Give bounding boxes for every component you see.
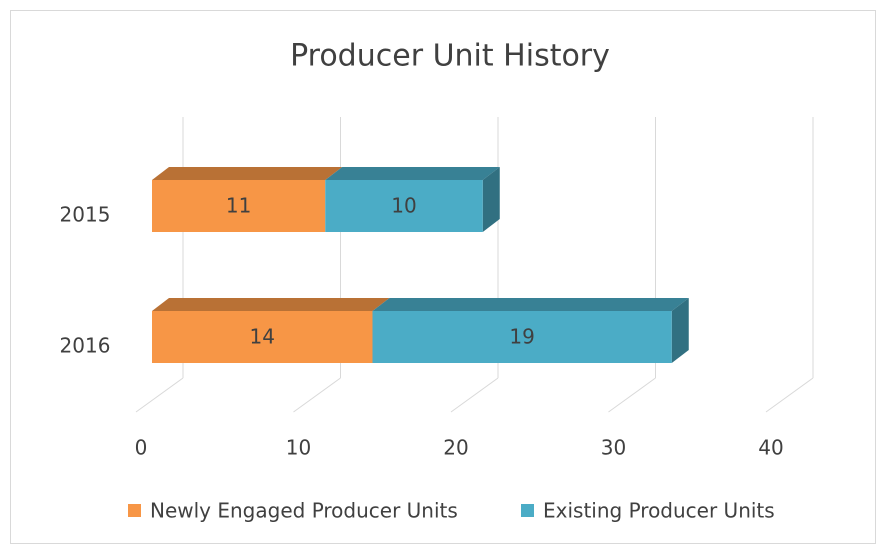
bar xyxy=(372,298,689,363)
data-label: 19 xyxy=(509,325,534,349)
bar-top xyxy=(152,167,343,180)
data-label: 11 xyxy=(226,194,251,218)
legend-swatch xyxy=(128,504,141,517)
x-tick-label: 10 xyxy=(286,436,311,460)
floor-grid-line xyxy=(608,377,656,413)
bar-top xyxy=(152,298,390,311)
bar-side xyxy=(482,167,500,232)
x-tick-label: 0 xyxy=(135,436,148,460)
chart-title: Producer Unit History xyxy=(290,39,610,74)
data-label: 14 xyxy=(250,325,275,349)
bar-top xyxy=(325,167,500,180)
legend-label: Newly Engaged Producer Units xyxy=(150,499,458,523)
x-tick-label: 30 xyxy=(601,436,626,460)
legend-swatch xyxy=(521,504,534,517)
data-label: 10 xyxy=(391,194,416,218)
bar-front xyxy=(325,180,483,232)
x-tick-label: 40 xyxy=(758,436,783,460)
floor-grid-line xyxy=(765,377,814,413)
bar-front xyxy=(152,180,326,232)
floor-grid-line xyxy=(293,377,341,413)
floor-grid-line xyxy=(135,377,184,413)
y-tick-label: 2015 xyxy=(60,203,111,227)
bar-front xyxy=(372,311,672,363)
y-tick-label: 2016 xyxy=(60,334,111,358)
floor-grid-line xyxy=(450,377,499,413)
bar-top xyxy=(372,298,689,311)
bar-front xyxy=(152,311,373,363)
bar-side xyxy=(671,298,689,363)
bar xyxy=(325,167,500,232)
x-tick-label: 20 xyxy=(443,436,468,460)
bar xyxy=(152,298,390,363)
chart-border xyxy=(10,10,876,544)
legend-label: Existing Producer Units xyxy=(543,499,775,523)
bar xyxy=(152,167,343,232)
